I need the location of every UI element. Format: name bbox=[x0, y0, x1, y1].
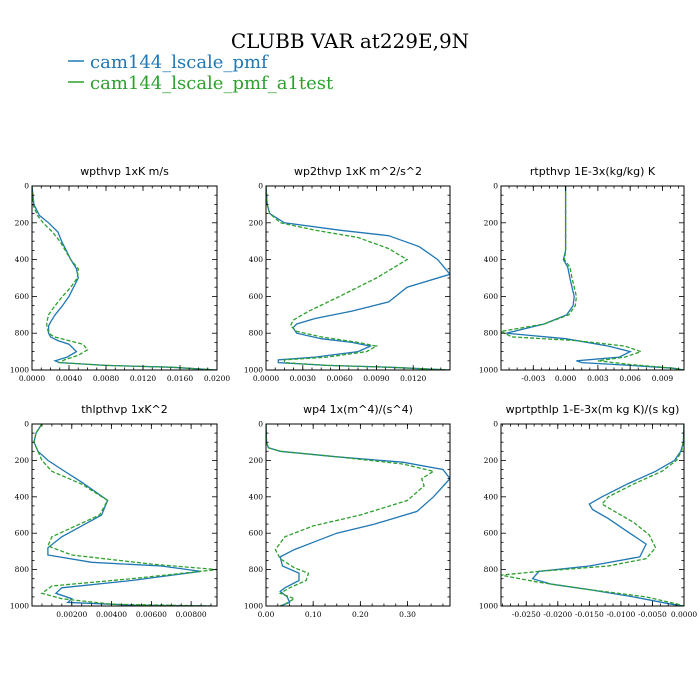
x-tick-label: 0.00 bbox=[258, 610, 275, 619]
y-tick-label: 800 bbox=[15, 565, 30, 574]
series-line-2 bbox=[33, 424, 217, 606]
x-tick-label: -0.0150 bbox=[575, 610, 604, 619]
y-tick-label: 1000 bbox=[479, 366, 498, 375]
y-tick-label: 1000 bbox=[244, 366, 263, 375]
x-tick-label: 0.0000 bbox=[19, 374, 45, 383]
panel-title: wp4 1x(m^4)/(s^4) bbox=[303, 403, 413, 416]
x-tick-label: 0.0200 bbox=[204, 374, 230, 383]
y-tick-label: 600 bbox=[15, 529, 30, 538]
x-tick-label: 0.0120 bbox=[400, 374, 426, 383]
legend-label-1: cam144_lscale_pmf bbox=[90, 52, 269, 73]
plot-frame bbox=[265, 423, 451, 607]
x-tick-label: -0.0050 bbox=[638, 610, 667, 619]
y-tick-label: 600 bbox=[484, 292, 499, 301]
y-tick-label: 1000 bbox=[10, 366, 29, 375]
x-tick-label: 0.0120 bbox=[130, 374, 156, 383]
x-tick-label: 0.00200 bbox=[56, 610, 87, 619]
y-tick-label: 200 bbox=[484, 218, 499, 227]
series-line-1 bbox=[33, 424, 212, 606]
panel-title: wpthvp 1xK m/s bbox=[80, 165, 169, 178]
y-tick-label: 200 bbox=[15, 218, 30, 227]
plot-frame bbox=[31, 185, 218, 371]
y-tick-label: 600 bbox=[484, 529, 499, 538]
y-tick-label: 400 bbox=[15, 255, 30, 264]
y-tick-label: 1000 bbox=[10, 602, 29, 611]
panel-4: thlpthvp 1xK^2 0 200 400 600 800 1000 0.00200 0.… bbox=[10, 403, 218, 619]
panel-title: wp2thvp 1xK m^2/s^2 bbox=[294, 165, 422, 178]
x-tick-label: 0.0080 bbox=[93, 374, 119, 383]
y-tick-label: 1000 bbox=[479, 602, 498, 611]
x-tick-label: 0.00400 bbox=[96, 610, 127, 619]
series-line-2 bbox=[501, 186, 684, 370]
y-tick-label: 400 bbox=[484, 492, 499, 501]
y-tick-label: 200 bbox=[15, 456, 30, 465]
y-tick-label: 200 bbox=[249, 456, 264, 465]
y-tick-label: 0 bbox=[24, 420, 29, 429]
y-tick-label: 800 bbox=[15, 329, 30, 338]
x-tick-label: 0.006 bbox=[619, 374, 641, 383]
x-tick-label: 0.00600 bbox=[136, 610, 167, 619]
x-tick-label: 0.0040 bbox=[56, 374, 82, 383]
y-tick-label: 400 bbox=[249, 492, 264, 501]
y-tick-label: 600 bbox=[15, 292, 30, 301]
y-tick-label: 400 bbox=[249, 255, 264, 264]
x-tick-label: 0.0090 bbox=[363, 374, 389, 383]
y-tick-label: 400 bbox=[15, 492, 30, 501]
x-tick-label: -0.003 bbox=[521, 374, 545, 383]
y-tick-label: 400 bbox=[484, 255, 499, 264]
y-tick-label: 0 bbox=[493, 420, 498, 429]
x-tick-label: 0.0000 bbox=[671, 610, 697, 619]
panel-3: rtpthvp 1E-3x(kg/kg) K 0 200 400 600 800 1000 -… bbox=[479, 165, 685, 383]
y-tick-label: 800 bbox=[249, 329, 264, 338]
series-line-2 bbox=[501, 424, 684, 606]
y-tick-label: 600 bbox=[249, 529, 264, 538]
y-tick-label: 0 bbox=[258, 182, 263, 191]
y-tick-label: 800 bbox=[484, 565, 499, 574]
x-tick-label: 0.009 bbox=[652, 374, 674, 383]
legend-label-2: cam144_lscale_pmf_a1test bbox=[90, 73, 334, 94]
y-tick-label: 0 bbox=[493, 182, 498, 191]
plot-frame bbox=[500, 423, 685, 607]
x-tick-label: -0.0250 bbox=[512, 610, 541, 619]
y-tick-label: 0 bbox=[258, 420, 263, 429]
panel-title: thlpthvp 1xK^2 bbox=[81, 403, 168, 416]
series-line-1 bbox=[266, 424, 450, 606]
series-line-1 bbox=[531, 424, 684, 606]
x-tick-label: 0.10 bbox=[305, 610, 322, 619]
y-tick-label: 600 bbox=[249, 292, 264, 301]
series-line-2 bbox=[266, 424, 436, 606]
legend: cam144_lscale_pmf cam144_lscale_pmf_a1te… bbox=[68, 52, 334, 94]
x-tick-label: 0.30 bbox=[399, 610, 416, 619]
x-tick-label: -0.0200 bbox=[543, 610, 572, 619]
x-tick-label: 0.000 bbox=[555, 374, 577, 383]
panel-title: wprtpthlp 1-E-3x(m kg K)/(s kg) bbox=[506, 403, 680, 416]
x-tick-label: 0.20 bbox=[352, 610, 369, 619]
y-tick-label: 200 bbox=[249, 218, 264, 227]
x-tick-label: 0.0060 bbox=[326, 374, 352, 383]
x-tick-label: 0.0000 bbox=[253, 374, 279, 383]
figure-title: CLUBB VAR at229E,9N bbox=[231, 29, 469, 53]
y-tick-label: 0 bbox=[24, 182, 29, 191]
x-tick-label: 0.0030 bbox=[290, 374, 316, 383]
x-tick-label: 0.0160 bbox=[167, 374, 193, 383]
panel-2: wp2thvp 1xK m^2/s^2020040060080010000.00… bbox=[244, 165, 451, 383]
y-tick-label: 800 bbox=[484, 329, 499, 338]
x-tick-label: 0.00800 bbox=[176, 610, 207, 619]
series-line-1 bbox=[32, 186, 217, 370]
y-tick-label: 200 bbox=[484, 456, 499, 465]
series-line-2 bbox=[266, 186, 450, 370]
x-tick-label: 0.003 bbox=[587, 374, 609, 383]
y-tick-label: 1000 bbox=[244, 602, 263, 611]
series-line-2 bbox=[32, 186, 217, 370]
panel-title: rtpthvp 1E-3x(kg/kg) K bbox=[530, 165, 656, 178]
plot-frame bbox=[31, 423, 218, 607]
x-tick-label: -0.0100 bbox=[607, 610, 636, 619]
panel-6: wprtpthlp 1-E-3x(m kg K)/(s kg) 0 200 400 60… bbox=[479, 403, 697, 619]
series-line-1 bbox=[506, 186, 684, 370]
y-tick-label: 800 bbox=[249, 565, 264, 574]
